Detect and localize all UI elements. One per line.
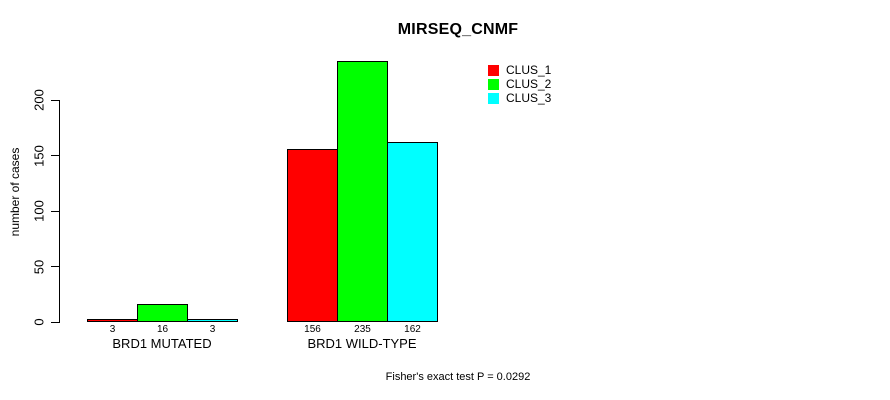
bar-clus_2: [337, 61, 388, 322]
bar-value-label: 3: [109, 324, 116, 335]
legend-item: CLUS_3: [488, 92, 551, 104]
y-axis-tick: [51, 266, 59, 267]
bar-value-label: 156: [304, 324, 321, 335]
x-category-label: BRD1 WILD-TYPE: [307, 336, 417, 351]
bar-clus_2: [137, 304, 188, 322]
legend-swatch: [488, 92, 499, 104]
legend-label: CLUS_2: [506, 77, 552, 91]
bar-value-label: 235: [354, 324, 371, 335]
y-axis-tick-label: 100: [31, 200, 47, 222]
legend: CLUS_1 CLUS_2 CLUS_3: [488, 64, 551, 106]
y-axis-label: number of cases: [8, 147, 22, 237]
fisher-test-note: Fisher's exact test P = 0.0292: [385, 371, 531, 383]
y-axis-tick-label: 0: [31, 318, 47, 326]
y-axis-tick: [51, 321, 59, 323]
bar-value-label: 162: [404, 324, 421, 335]
y-axis-tick-label: 150: [31, 144, 47, 167]
legend-label: CLUS_1: [506, 63, 552, 77]
legend-item: CLUS_2: [488, 78, 551, 90]
y-axis-tick-label: 50: [31, 259, 47, 274]
legend-item: CLUS_1: [488, 64, 551, 76]
bar-value-label: 16: [156, 324, 169, 335]
y-axis-tick-label: 200: [31, 89, 47, 111]
bar-clus_3: [187, 319, 238, 322]
y-axis-tick: [51, 155, 59, 156]
legend-swatch: [488, 64, 499, 76]
legend-swatch: [488, 78, 499, 90]
chart-title: MIRSEQ_CNMF: [397, 21, 519, 38]
bar-clus_1: [87, 319, 138, 322]
bar-clus_1: [287, 149, 338, 322]
y-axis-tick: [51, 99, 59, 101]
y-axis-line: [59, 100, 60, 323]
bar-value-label: 3: [209, 324, 216, 335]
y-axis-tick: [51, 210, 59, 212]
legend-label: CLUS_3: [506, 91, 552, 105]
bar-clus_3: [387, 142, 438, 322]
x-category-label: BRD1 MUTATED: [112, 336, 212, 351]
